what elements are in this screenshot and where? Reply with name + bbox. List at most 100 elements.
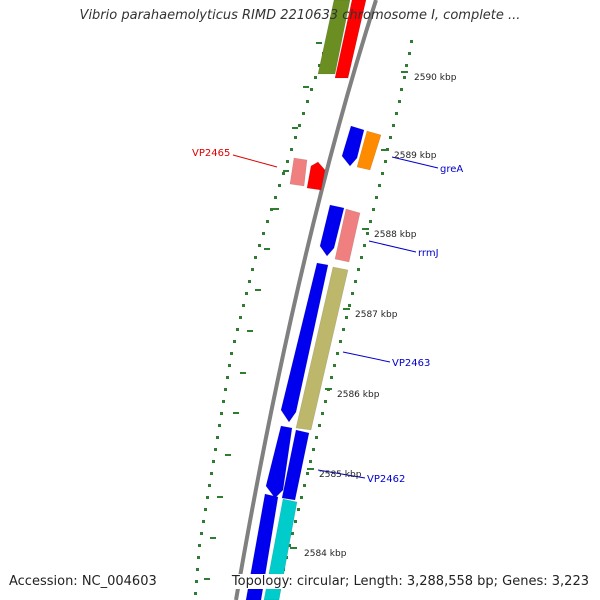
ring-dot bbox=[220, 412, 223, 415]
ring-dot bbox=[200, 532, 203, 535]
ring-dash bbox=[264, 248, 270, 250]
ring-dot bbox=[354, 280, 357, 283]
gene-plus-6 bbox=[319, 204, 345, 257]
ring-dot bbox=[318, 64, 321, 67]
gene-label-vp2465: VP2465 bbox=[192, 148, 230, 159]
ring-dot bbox=[309, 460, 312, 463]
backbone bbox=[234, 0, 385, 600]
label-leader-lines bbox=[232, 154, 439, 479]
ring-dash bbox=[292, 127, 298, 129]
map-title: Vibrio parahaemolyticus RIMD 2210633 chr… bbox=[79, 8, 521, 23]
kbp-label: 2588 kbp bbox=[374, 230, 417, 240]
ring-dot bbox=[216, 436, 219, 439]
ring-dot bbox=[312, 448, 315, 451]
ring-dot bbox=[204, 508, 207, 511]
ring-dot bbox=[342, 328, 345, 331]
ring-dot bbox=[274, 196, 277, 199]
ring-dot bbox=[395, 112, 398, 115]
ring-dash bbox=[217, 496, 223, 498]
ring-dot bbox=[222, 400, 225, 403]
kbp-tick bbox=[401, 71, 408, 73]
ring-dot bbox=[351, 292, 354, 295]
kbp-tick bbox=[362, 228, 369, 230]
ring-dash bbox=[240, 372, 246, 374]
ring-dot bbox=[297, 508, 300, 511]
ring-dot bbox=[251, 268, 254, 271]
ring-dot bbox=[212, 460, 215, 463]
ring-dot bbox=[392, 124, 395, 127]
gene-plus-11 bbox=[281, 429, 310, 501]
ring-dot bbox=[405, 64, 408, 67]
outer-tick-ring bbox=[194, 28, 413, 595]
ring-dot bbox=[245, 292, 248, 295]
ring-dot bbox=[224, 388, 227, 391]
ring-dot bbox=[330, 376, 333, 379]
ring-dot bbox=[242, 304, 245, 307]
backbone-gap bbox=[235, 0, 385, 600]
ring-dot bbox=[363, 244, 366, 247]
ring-dash bbox=[233, 412, 239, 414]
ring-dot bbox=[321, 412, 324, 415]
ring-dot bbox=[194, 592, 197, 595]
leader-line bbox=[232, 154, 278, 168]
gene-plus-0 bbox=[317, 0, 351, 75]
gene-plus-10 bbox=[265, 425, 293, 499]
ring-dot bbox=[290, 148, 293, 151]
ring-dash bbox=[225, 454, 231, 456]
ring-dash bbox=[303, 86, 309, 88]
kbp-tick bbox=[307, 468, 314, 470]
ring-dot bbox=[278, 184, 281, 187]
gene-plus-1 bbox=[334, 0, 367, 79]
ring-dot bbox=[197, 556, 200, 559]
ring-dot bbox=[306, 100, 309, 103]
ring-dot bbox=[262, 232, 265, 235]
ring-dot bbox=[294, 136, 297, 139]
backbone-line bbox=[234, 0, 378, 600]
ring-dot bbox=[288, 544, 291, 547]
ring-dash bbox=[204, 578, 210, 580]
ring-dot bbox=[369, 220, 372, 223]
kbp-label: 2589 kbp bbox=[394, 151, 437, 161]
ring-dot bbox=[408, 52, 411, 55]
ring-dot bbox=[381, 172, 384, 175]
ring-dot bbox=[410, 40, 413, 43]
gene-label-rrmj: rrmJ bbox=[418, 248, 439, 259]
ring-dot bbox=[333, 364, 336, 367]
ring-dash bbox=[247, 330, 253, 332]
ring-dot bbox=[226, 376, 229, 379]
ring-dot bbox=[303, 484, 306, 487]
leader-line bbox=[368, 240, 417, 253]
ring-dot bbox=[291, 532, 294, 535]
ring-dot bbox=[336, 352, 339, 355]
gene-plus-2 bbox=[341, 125, 365, 167]
leader-line bbox=[391, 156, 439, 169]
ring-dot bbox=[306, 472, 309, 475]
gene-features bbox=[245, 0, 382, 600]
kbp-label: 2587 kbp bbox=[355, 310, 398, 320]
kbp-tick bbox=[381, 149, 388, 151]
gene-plus-3 bbox=[356, 130, 382, 171]
ring-dot bbox=[315, 436, 318, 439]
ring-dot bbox=[248, 280, 251, 283]
ring-dot bbox=[400, 88, 403, 91]
gene-plus-9 bbox=[295, 266, 349, 431]
ring-dot bbox=[360, 256, 363, 259]
kbp-label: 2586 kbp bbox=[337, 390, 380, 400]
ring-dot bbox=[195, 580, 198, 583]
ring-dot bbox=[310, 88, 313, 91]
gene-minus-5 bbox=[306, 161, 326, 191]
gene-label-vp2462: VP2462 bbox=[367, 474, 405, 485]
ring-dot bbox=[294, 520, 297, 523]
ring-dot bbox=[348, 304, 351, 307]
ring-dot bbox=[228, 364, 231, 367]
ring-dot bbox=[298, 124, 301, 127]
gene-label-vp2463: VP2463 bbox=[392, 358, 430, 369]
ring-dot bbox=[398, 100, 401, 103]
ring-dot bbox=[202, 520, 205, 523]
gene-minus-4 bbox=[289, 157, 308, 187]
ring-dot bbox=[372, 208, 375, 211]
ring-dot bbox=[366, 232, 369, 235]
ring-dot bbox=[375, 196, 378, 199]
ring-dot bbox=[270, 208, 273, 211]
